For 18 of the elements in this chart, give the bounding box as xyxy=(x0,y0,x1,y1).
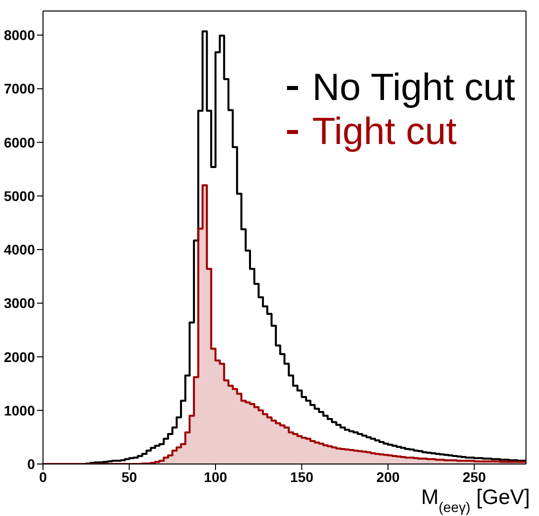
y-tick-label: 7000 xyxy=(4,80,36,97)
x-tick-label: 200 xyxy=(376,468,400,485)
y-tick-label: 4000 xyxy=(4,242,36,258)
legend-label: No Tight cut xyxy=(312,66,515,110)
x-tick-label: 50 xyxy=(121,468,138,485)
x-tick-label: 150 xyxy=(290,468,314,485)
y-tick-label: 3000 xyxy=(4,295,36,312)
y-tick-label: 5000 xyxy=(4,188,36,204)
x-tick-label: 250 xyxy=(462,468,486,485)
y-tick-label: 1000 xyxy=(4,402,36,418)
y-tick-label: 6000 xyxy=(4,134,36,150)
x-tick-label: 0 xyxy=(39,468,48,485)
y-tick-label: 8000 xyxy=(4,27,36,44)
x-tick-label: 100 xyxy=(204,468,228,485)
y-tick-label: 0 xyxy=(27,456,36,472)
y-tick-label: 2000 xyxy=(4,348,36,365)
legend-label: Tight cut xyxy=(312,110,457,154)
x-axis-title: M$_{(eeγ)}$ [GeV] xyxy=(421,486,530,515)
